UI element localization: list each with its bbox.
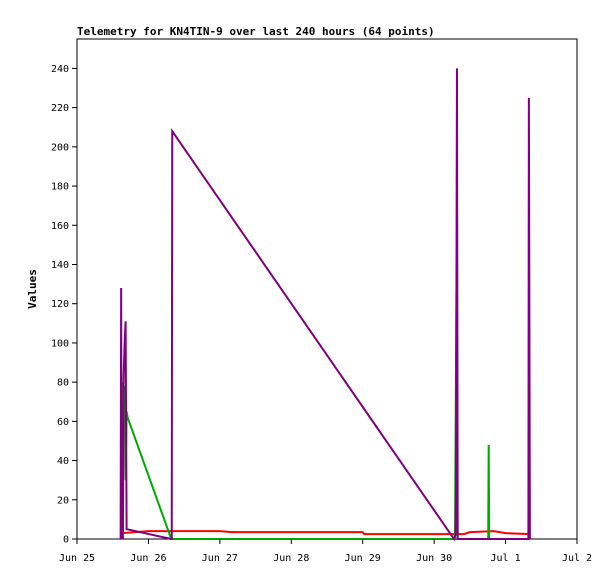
y-tick-label: 60: [57, 417, 69, 428]
y-tick-label: 0: [63, 535, 69, 546]
y-axis-label: Values: [26, 269, 39, 309]
y-axis: 0 20 40 60 80 100 120 140 160 180 200 220 240: [51, 64, 77, 546]
y-tick-label: 220: [51, 103, 69, 114]
x-tick-label: Jun 28: [273, 553, 309, 564]
chart-title: Telemetry for KN4TIN-9 over last 240 hou…: [77, 25, 435, 38]
x-tick-label: Jul 1: [491, 553, 521, 564]
y-tick-label: 200: [51, 142, 69, 153]
x-tick-label: Jun 26: [130, 553, 166, 564]
y-tick-label: 240: [51, 64, 69, 75]
y-tick-label: 180: [51, 182, 69, 193]
y-tick-label: 100: [51, 338, 69, 349]
series-layer: [119, 68, 531, 542]
plot-area: [76, 38, 578, 540]
y-tick-label: 80: [57, 378, 69, 389]
x-tick-label: Jun 29: [345, 553, 381, 564]
y-tick-label: 40: [57, 456, 69, 467]
x-axis: Jun 25 Jun 26 Jun 27 Jun 28 Jun 29 Jun 30 Jul …: [59, 539, 592, 564]
x-tick-label: Jun 27: [202, 553, 238, 564]
x-tick-label: Jun 30: [416, 553, 452, 564]
y-tick-label: 160: [51, 221, 69, 232]
y-tick-label: 20: [57, 495, 69, 506]
y-tick-label: 140: [51, 260, 69, 271]
series-line-1: [120, 530, 531, 540]
y-tick-label: 120: [51, 299, 69, 310]
x-tick-label: Jun 25: [59, 553, 95, 564]
x-tick-label: Jul 2: [562, 553, 592, 564]
series-line-3: [119, 68, 531, 542]
